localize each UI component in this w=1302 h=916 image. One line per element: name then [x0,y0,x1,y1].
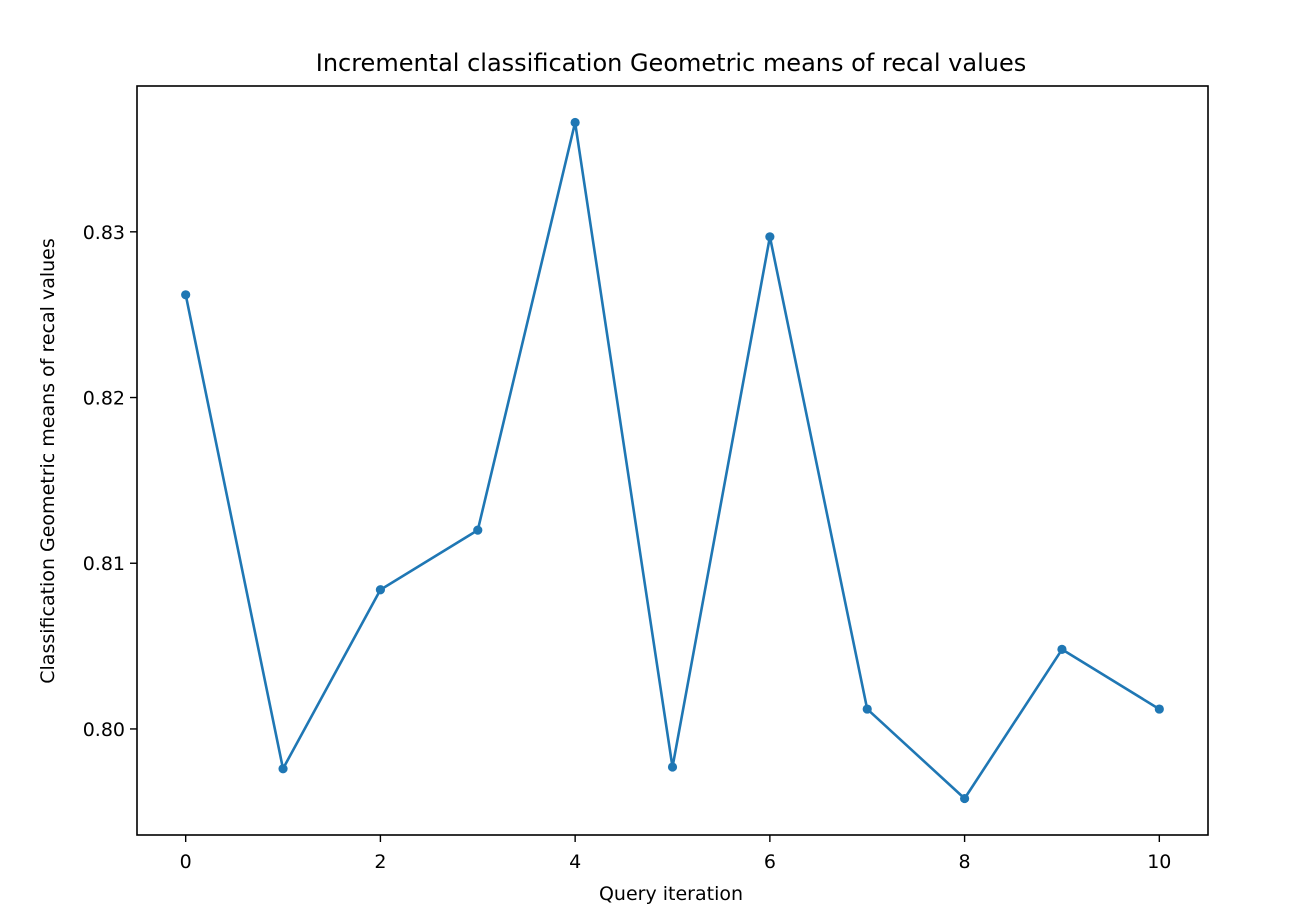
x-tick-label: 0 [180,851,192,873]
data-point-0 [181,290,191,300]
x-tick-label: 2 [374,851,386,873]
y-axis-ticks: 0.80 0.81 0.82 0.83 [83,222,137,741]
data-point-4 [570,117,580,128]
y-axis-label: Classification Geometric means of recal … [37,238,59,683]
y-tick-label: 0.80 [83,719,125,741]
y-tick-label: 0.81 [83,553,125,575]
data-point-7 [862,704,872,714]
data-point-2 [375,585,386,595]
data-point-8 [959,793,970,804]
x-tick-label: 8 [959,851,971,873]
x-tick-label: 10 [1147,851,1171,873]
x-tick-label: 4 [569,851,581,873]
y-tick-label: 0.82 [83,388,125,410]
x-axis-label: Query iteration [599,883,743,905]
data-point-9 [1057,644,1067,655]
data-point-5 [667,762,678,772]
data-point-10 [1154,704,1164,714]
plot-frame [136,85,1209,836]
data-point-3 [473,525,483,535]
chart-title: Incremental classification Geometric mea… [316,49,1027,77]
x-axis-ticks: 0 2 4 6 8 10 [180,835,1171,873]
x-tick-label: 6 [764,851,776,873]
data-point-6 [765,232,775,242]
y-tick-label: 0.83 [83,222,125,244]
data-point-1 [278,764,288,774]
series-markers [181,117,1164,804]
